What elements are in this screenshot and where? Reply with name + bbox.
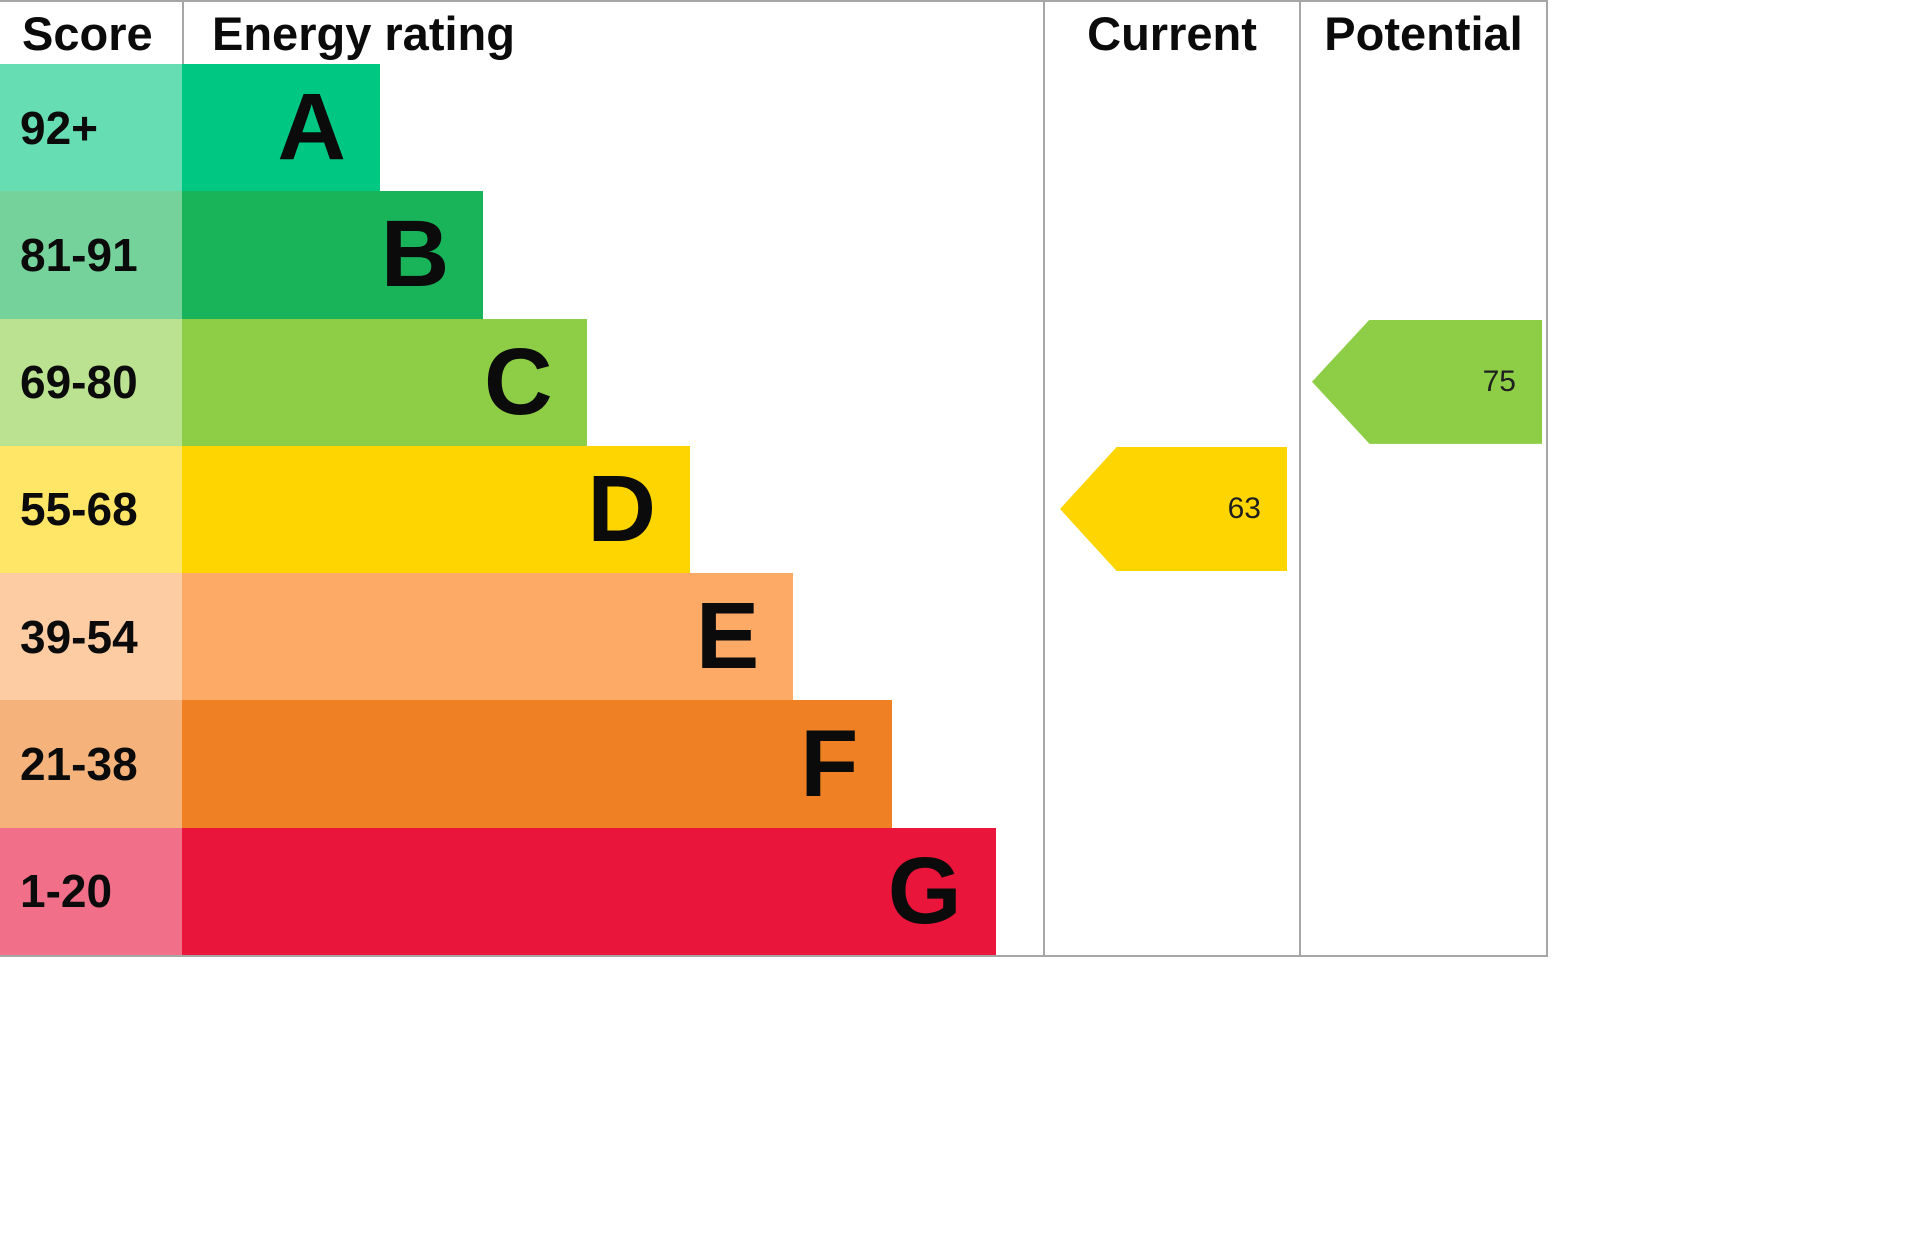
band-row-b: 81-91 B	[0, 191, 1043, 319]
rating-letter-b: B	[380, 201, 450, 308]
score-range-a: 92+	[0, 64, 182, 192]
bar-cell-e: E	[182, 573, 1043, 701]
bar-cell-g: G	[182, 827, 1043, 955]
band-row-e: 39-54 E	[0, 573, 1043, 701]
bands-area: 92+ A 81-91 B 69-8	[0, 64, 1043, 955]
header-energy-rating: Energy rating	[182, 2, 1043, 64]
rating-bar-e: E	[182, 573, 794, 701]
bar-cell-f: F	[182, 700, 1043, 828]
rating-bar-g: G	[182, 827, 996, 955]
band-row-a: 92+ A	[0, 64, 1043, 192]
header-score: Score	[22, 6, 153, 60]
score-range-g: 1-20	[0, 827, 182, 955]
rating-letter-a: A	[277, 74, 347, 181]
bar-cell-d: D	[182, 445, 1043, 574]
rating-bar-f: F	[182, 700, 893, 828]
rating-bar-d: D	[182, 445, 690, 574]
rating-letter-f: F	[800, 710, 859, 817]
rating-letter-g: G	[887, 837, 962, 944]
potential-arrow: 75	[1312, 319, 1542, 444]
band-row-f: 21-38 F	[0, 700, 1043, 828]
bar-cell-c: C	[182, 318, 1043, 446]
score-range-f: 21-38	[0, 700, 182, 828]
potential-column: 75	[1299, 64, 1548, 955]
potential-value: 75	[1482, 364, 1516, 398]
score-range-c: 69-80	[0, 318, 182, 446]
band-row-g: 1-20 G	[0, 827, 1043, 955]
rating-bar-a: A	[182, 64, 381, 192]
current-value: 63	[1227, 491, 1261, 525]
bar-cell-b: B	[182, 191, 1043, 319]
score-range-d: 55-68	[0, 445, 182, 574]
rating-letter-d: D	[587, 455, 656, 562]
chart-header: Score Energy rating Current Potential	[0, 2, 1548, 64]
score-range-b: 81-91	[0, 191, 182, 319]
current-arrow: 63	[1060, 446, 1287, 572]
band-row-c: 69-80 C	[0, 318, 1043, 446]
band-row-d: 55-68 D	[0, 445, 1043, 574]
rating-letter-e: E	[695, 583, 760, 690]
current-column: 63	[1043, 64, 1299, 955]
rating-bar-c: C	[182, 318, 587, 446]
header-current: Current	[1043, 2, 1299, 64]
bar-cell-a: A	[182, 64, 1043, 192]
score-range-e: 39-54	[0, 573, 182, 701]
rating-bar-b: B	[182, 191, 484, 319]
energy-rating-chart: Score Energy rating Current Potential 92…	[0, 0, 1548, 957]
header-potential: Potential	[1299, 2, 1548, 64]
chart-body: 92+ A 81-91 B 69-8	[0, 64, 1548, 957]
rating-letter-c: C	[484, 328, 553, 435]
